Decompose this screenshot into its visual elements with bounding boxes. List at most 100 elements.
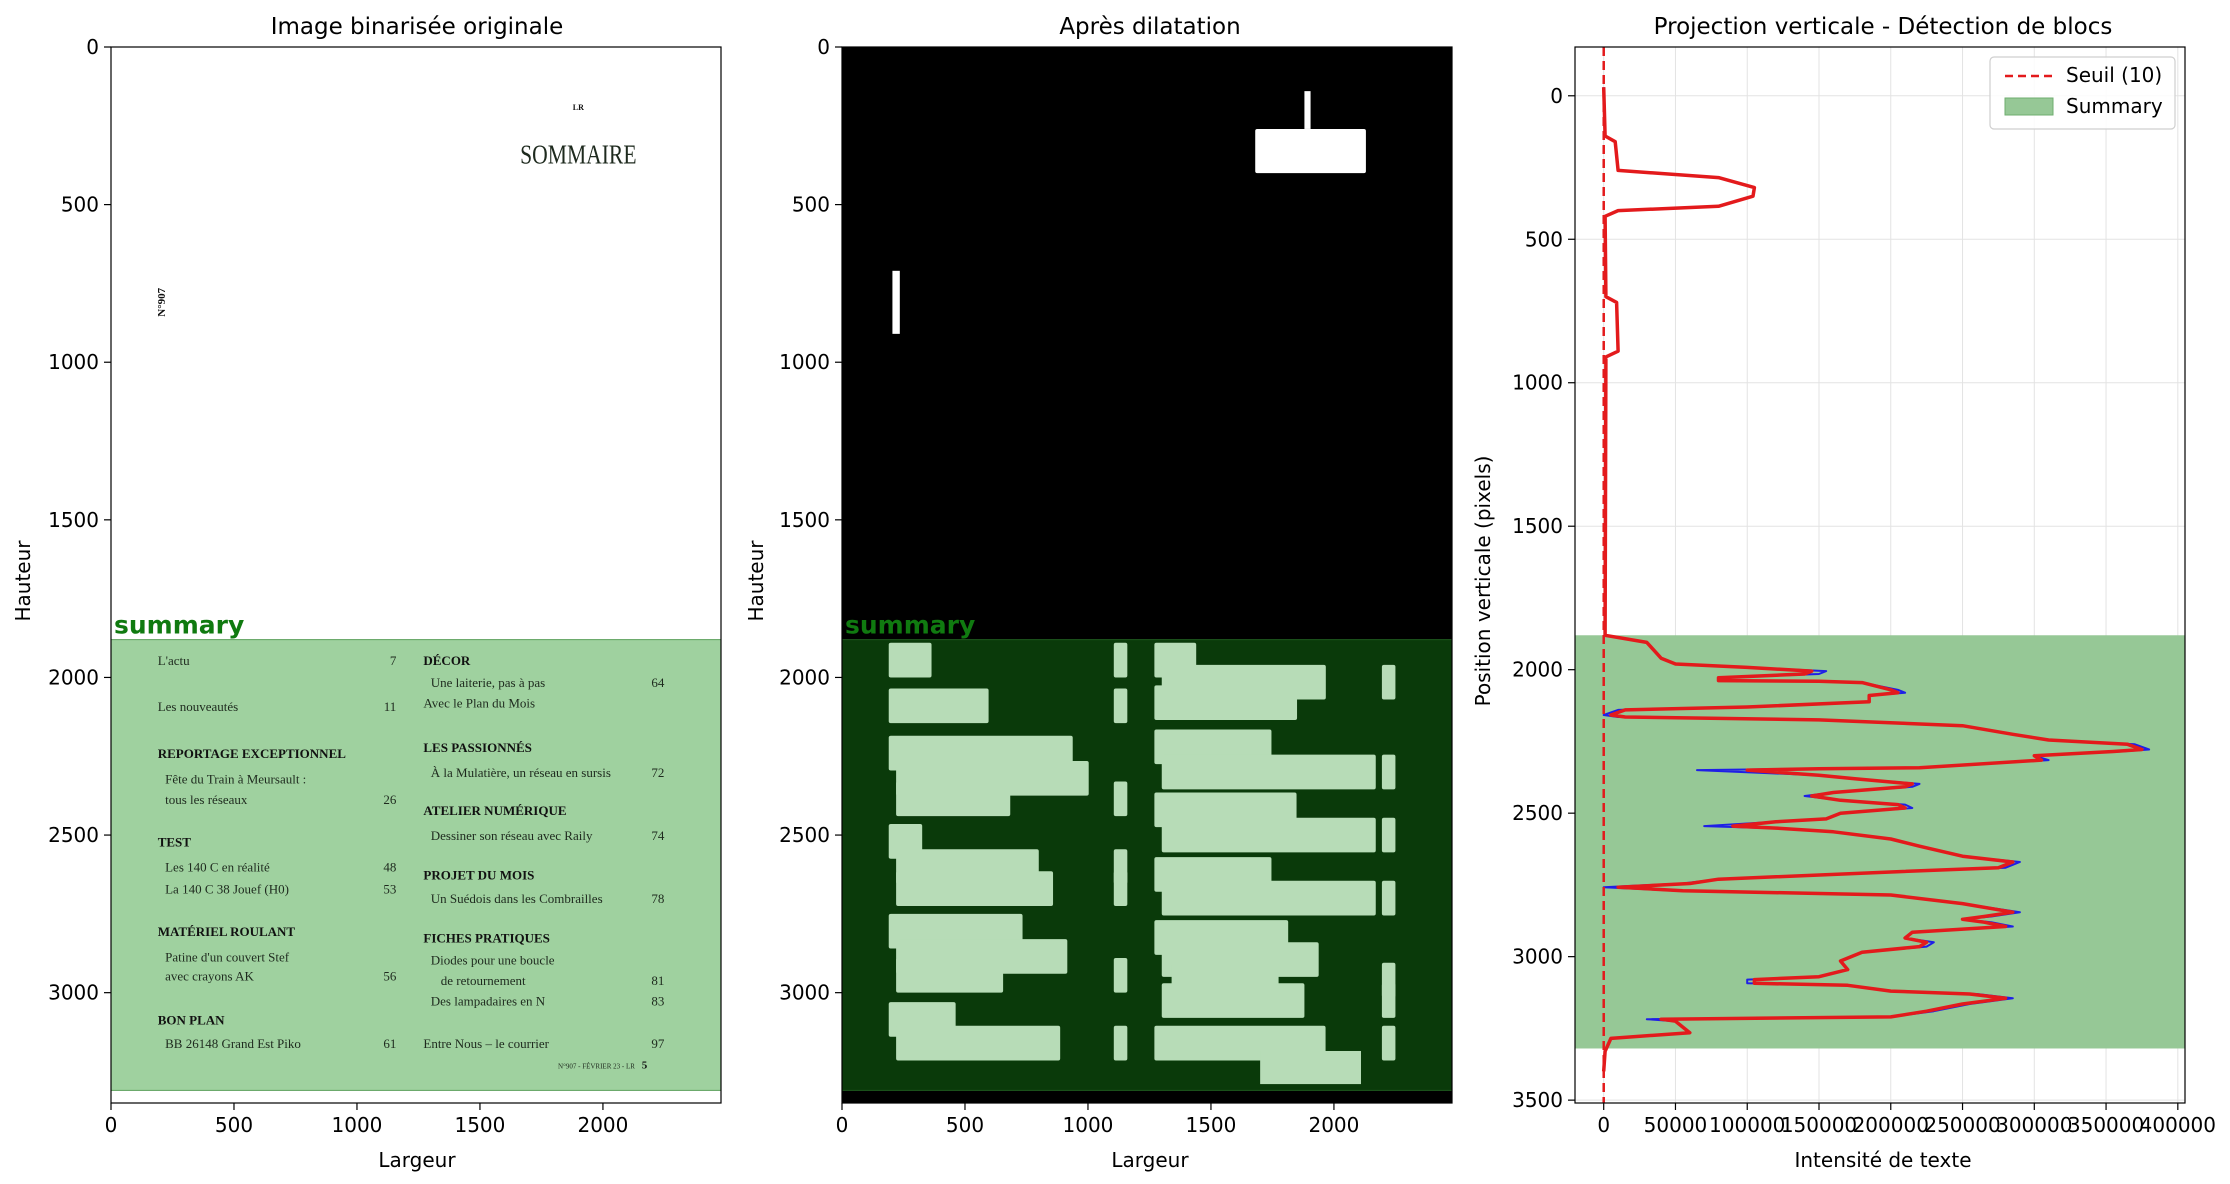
panel-title: Après dilatation: [1059, 14, 1240, 40]
dilated-text-blob: [1161, 983, 1305, 1018]
y-axis-label: Hauteur: [11, 540, 35, 622]
toc-entry: avec crayons AK: [165, 968, 254, 983]
toc-entry: À la Mulatière, un réseau en sursis: [431, 765, 611, 780]
x-tick-label: 500: [946, 1113, 984, 1137]
panel-title: Projection verticale - Détection de bloc…: [1654, 14, 2113, 40]
toc-page-number: 48: [383, 860, 396, 875]
panel-title: Image binarisée originale: [271, 14, 564, 40]
y-tick-label: 2000: [48, 665, 99, 689]
dilated-text-blob: [896, 781, 1011, 817]
axes-frame: [110, 46, 722, 1104]
legend-threshold-label: Seuil (10): [2066, 63, 2162, 87]
panel-vertical-projection: Projection verticale - Détection de bloc…: [1471, 14, 2216, 1172]
toc-page-number: 97: [651, 1036, 665, 1051]
y-tick-label: 0: [817, 35, 830, 59]
toc-section-heading: REPORTAGE EXCEPTIONNEL: [158, 746, 347, 761]
toc-entry: Dessiner son réseau avec Raily: [431, 828, 593, 843]
toc-entry: Un Suédois dans les Combrailles: [431, 891, 603, 906]
toc-entry: de retournement: [441, 973, 526, 988]
toc-entry: Des lampadaires en N: [431, 994, 546, 1009]
x-tick-label: 1500: [454, 1113, 505, 1137]
dilated-page-blob: [1113, 642, 1128, 678]
toc-section-heading: TEST: [158, 834, 192, 849]
x-tick-label: 2000: [1308, 1113, 1359, 1137]
y-tick-label: 0: [1550, 84, 1563, 108]
dilated-text-blob: [1161, 817, 1376, 853]
summary-region-label: summary: [845, 611, 975, 640]
y-tick-label: 3000: [48, 981, 99, 1005]
toc-section-heading: FICHES PRATIQUES: [423, 931, 550, 946]
header-small-text: LR: [573, 103, 584, 112]
page-footer-number: 5: [642, 1059, 648, 1071]
x-tick-label: 1000: [332, 1113, 383, 1137]
y-tick-label: 2500: [779, 823, 830, 847]
toc-section-heading: PROJET DU MOIS: [423, 867, 534, 882]
axes: 0 500 1000 1500 2000 0 500 1000 1500 2000 2500 3000: [48, 35, 722, 1137]
toc-section-heading: BON PLAN: [158, 1012, 225, 1027]
toc-section-heading: MATÉRIEL ROULANT: [158, 924, 296, 939]
dilated-text-blob: [888, 642, 932, 678]
y-axis-label: Hauteur: [744, 540, 768, 622]
toc-entry: Avec le Plan du Mois: [423, 696, 535, 711]
dilated-footer-blob: [1260, 1050, 1361, 1085]
axes-frame: [841, 46, 1453, 1104]
y-tick-label: 1500: [1512, 514, 1563, 538]
y-tick-label: 1000: [48, 350, 99, 374]
sommaire-heading: SOMMAIRE: [520, 140, 636, 170]
toc-section-heading: LES PASSIONNÉS: [423, 740, 532, 755]
y-tick-label: 3000: [1512, 945, 1563, 969]
y-tick-label: 2000: [779, 665, 830, 689]
x-tick-label: 50000: [1644, 1113, 1708, 1137]
y-tick-label: 2500: [1512, 801, 1563, 825]
toc-page-number: 7: [390, 653, 397, 668]
toc-entry: Les 140 C en réalité: [165, 860, 270, 875]
summary-band: [1575, 635, 2185, 1049]
dilated-issue-blob: [892, 270, 900, 334]
axes: 0 50000 1000001500002000002500003000003500…: [1512, 46, 2216, 1137]
x-tick-label: 1500: [1185, 1113, 1236, 1137]
toc-entry: Les nouveautés: [158, 699, 239, 714]
x-tick-label: 250000: [1924, 1113, 2000, 1137]
dilated-page-blob: [1381, 817, 1396, 853]
dilated-header-blob: [1304, 91, 1311, 129]
dilated-text-blob: [896, 871, 1054, 906]
y-tick-label: 3000: [779, 981, 830, 1005]
legend-summary-label: Summary: [2066, 94, 2163, 118]
x-tick-label: 150000: [1781, 1113, 1857, 1137]
x-tick-label: 2000: [577, 1113, 628, 1137]
toc-entry: Fête du Train à Meursault :: [165, 771, 306, 786]
toc-entry: Patine d'un couvert Stef: [165, 949, 290, 964]
dilated-page-blob: [1381, 983, 1396, 1018]
toc-page-number: 74: [651, 828, 665, 843]
dilated-page-blob: [1381, 664, 1396, 700]
toc-entry: Entre Nous – le courrier: [423, 1036, 549, 1051]
dilated-page-blob: [1113, 957, 1128, 993]
x-tick-label: 200000: [1853, 1113, 1929, 1137]
x-axis-label: Largeur: [1111, 1148, 1189, 1172]
x-axis-label: Intensité de texte: [1794, 1148, 1971, 1172]
dilated-page-blob: [1113, 688, 1128, 724]
dilated-text-blob: [1154, 685, 1298, 721]
toc-entry: tous les réseaux: [165, 792, 248, 807]
toc-page-number: 11: [384, 699, 397, 714]
toc-page-number: 53: [383, 882, 396, 897]
dilated-heading-blob: [1255, 128, 1366, 174]
series-line-smoothed: [1601, 87, 2144, 1072]
toc-section-heading: DÉCOR: [423, 653, 471, 668]
dilated-text-blob: [896, 957, 1004, 993]
x-tick-label: 0: [105, 1113, 118, 1137]
toc-page-number: 72: [651, 765, 664, 780]
toc-entry: BB 26148 Grand Est Piko: [165, 1036, 301, 1051]
toc-page-number: 81: [651, 973, 664, 988]
y-tick-label: 500: [1525, 227, 1563, 251]
y-tick-label: 1500: [779, 508, 830, 532]
y-tick-label: 500: [792, 193, 830, 217]
y-tick-label: 3500: [1512, 1088, 1563, 1112]
dilated-page-blob: [1381, 754, 1396, 790]
y-tick-label: 1000: [1512, 371, 1563, 395]
x-tick-label: 1000: [1063, 1113, 1114, 1137]
dilated-image: summary: [841, 47, 1453, 1103]
toc-page-number: 78: [651, 891, 664, 906]
dilated-text-blob: [1161, 880, 1376, 916]
y-tick-label: 0: [86, 35, 99, 59]
